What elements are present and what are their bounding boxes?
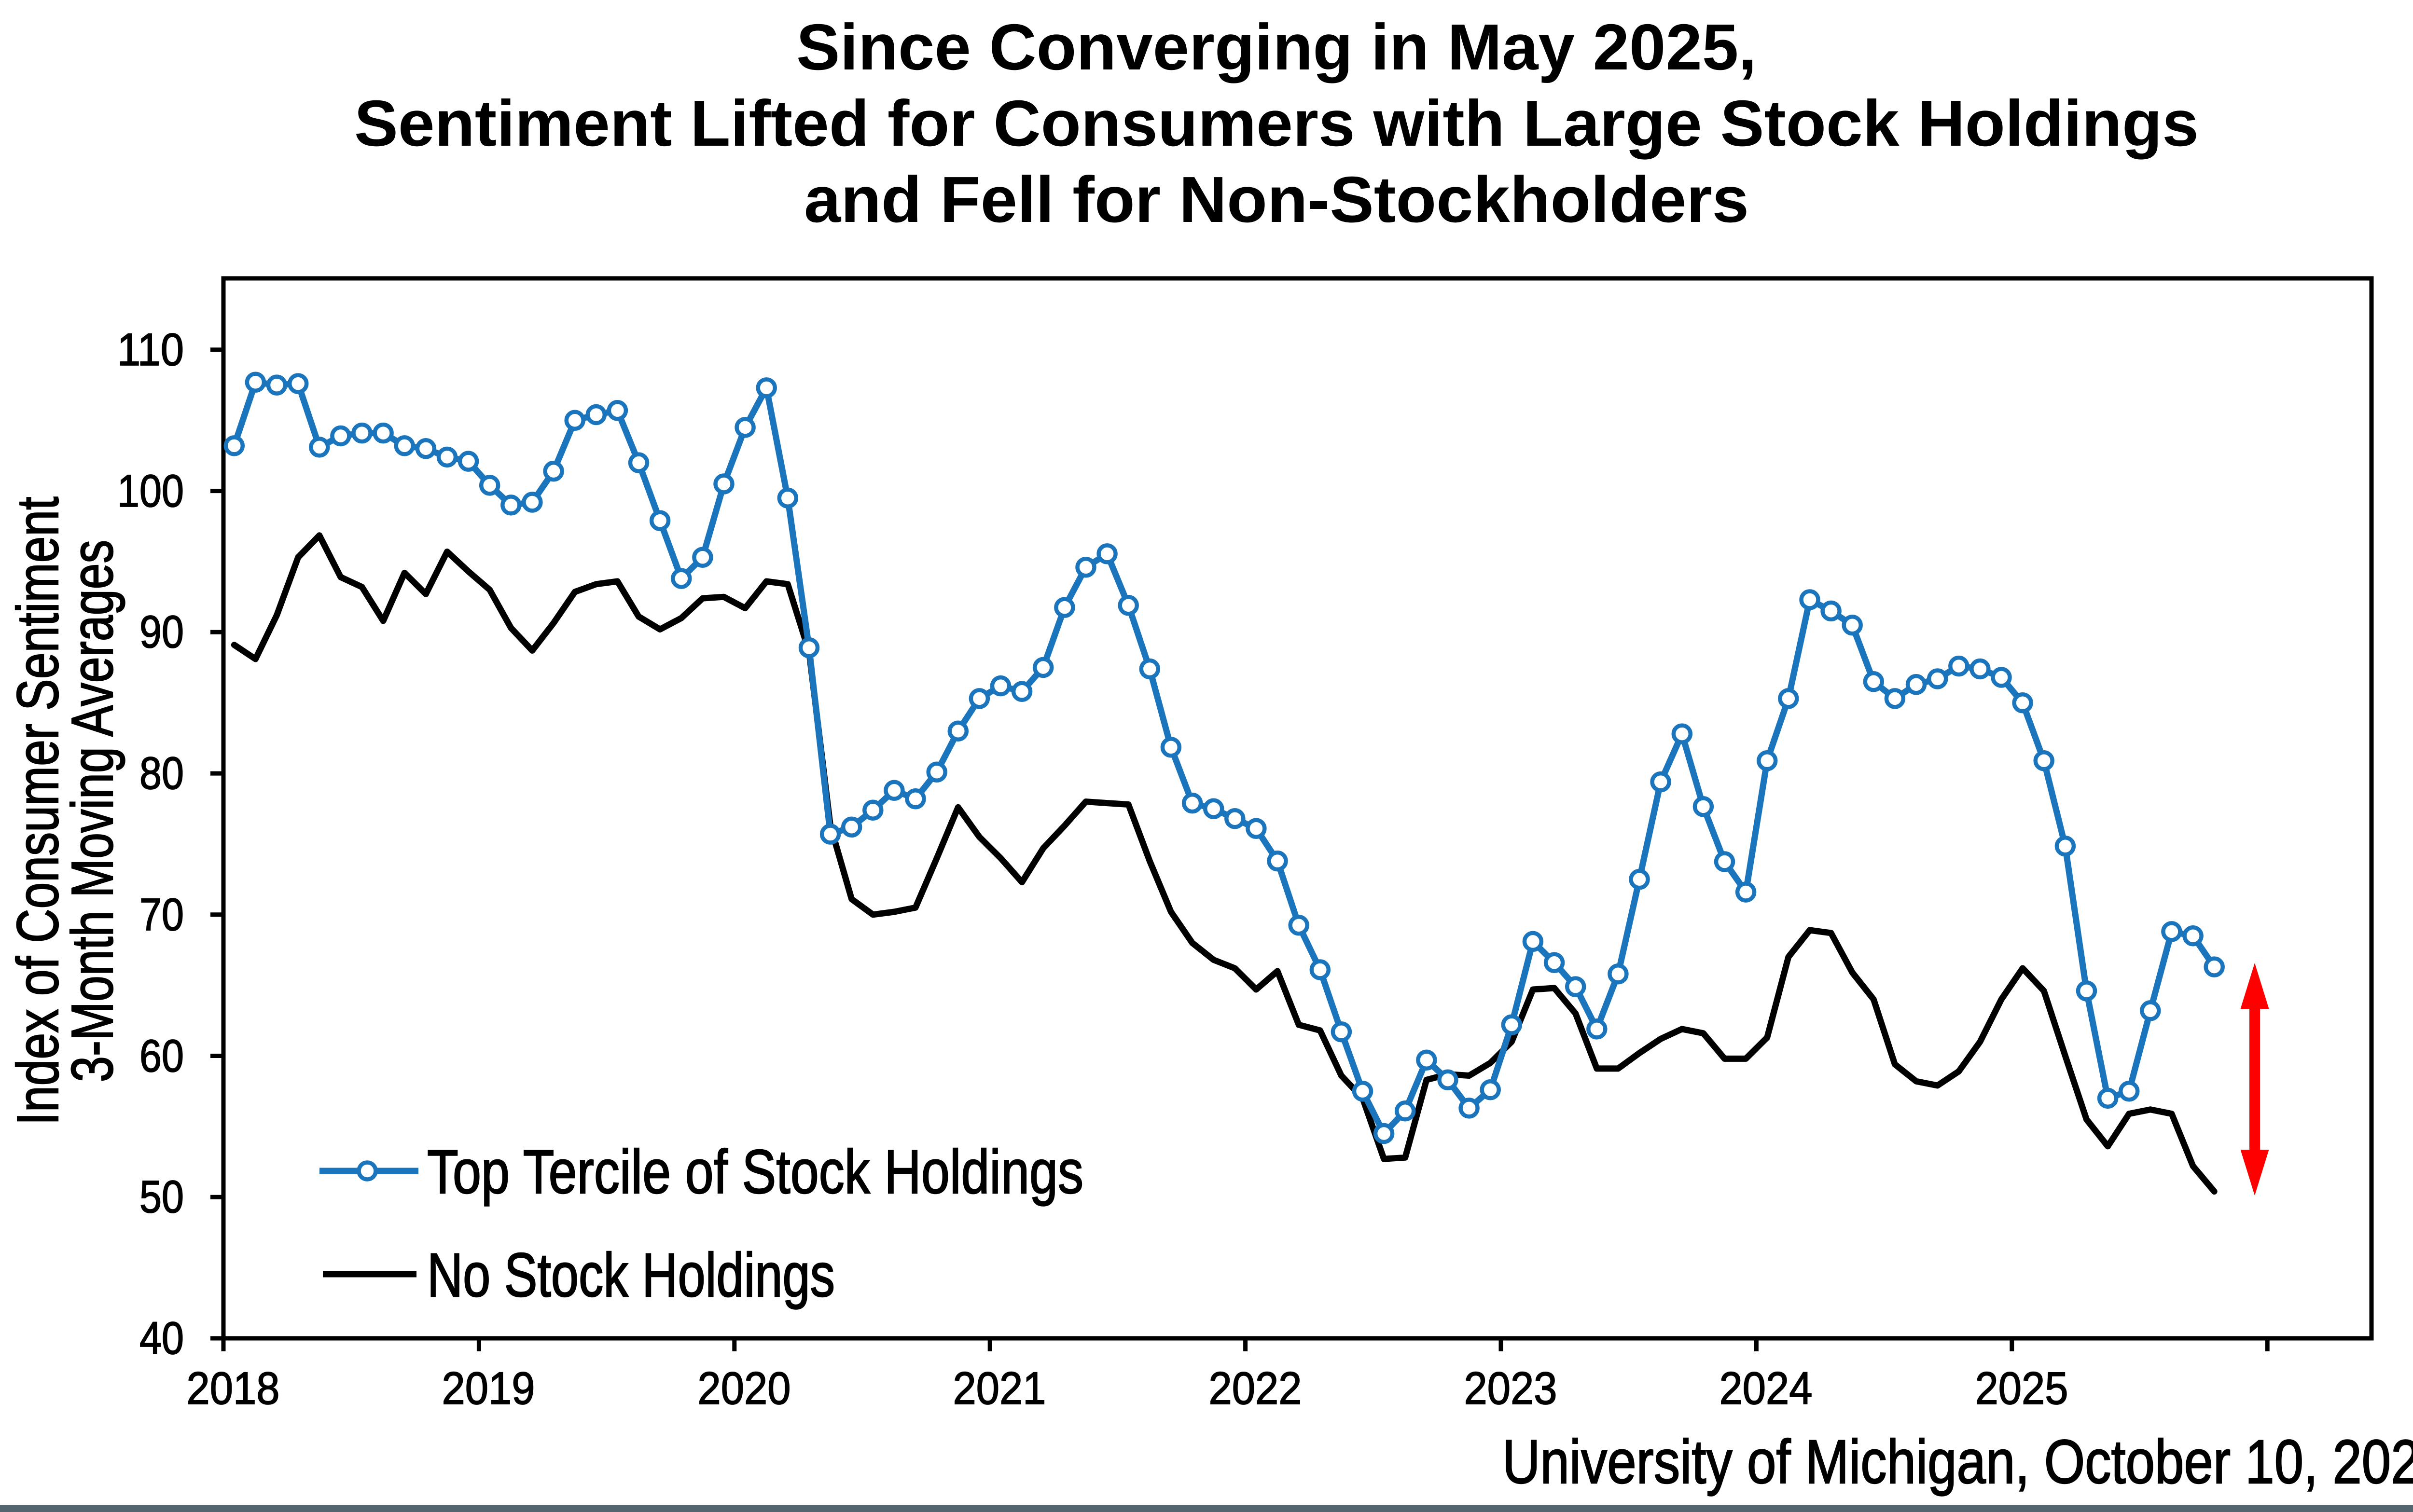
svg-text:No Stock Holdings: No Stock Holdings — [427, 1241, 835, 1310]
svg-text:2021: 2021 — [953, 1363, 1046, 1414]
svg-text:and Fell for Non-Stockholders: and Fell for Non-Stockholders — [804, 163, 1749, 236]
svg-text:110: 110 — [117, 324, 184, 375]
svg-text:2020: 2020 — [698, 1363, 791, 1414]
svg-text:2022: 2022 — [1209, 1363, 1302, 1414]
svg-text:2024: 2024 — [1720, 1363, 1813, 1414]
svg-text:Sentiment Lifted for Consumers: Sentiment Lifted for Consumers with Larg… — [354, 87, 2199, 160]
svg-text:2025: 2025 — [1975, 1363, 2068, 1414]
svg-text:50: 50 — [139, 1171, 184, 1223]
svg-text:60: 60 — [139, 1031, 184, 1082]
svg-text:Index of Consumer Sentiment: Index of Consumer Sentiment — [5, 497, 70, 1126]
svg-text:90: 90 — [139, 606, 184, 658]
svg-text:100: 100 — [117, 466, 184, 517]
svg-text:Top Tercile of Stock Holdings: Top Tercile of Stock Holdings — [427, 1138, 1083, 1207]
svg-text:80: 80 — [139, 748, 184, 799]
svg-text:University of Michigan, Octobe: University of Michigan, October 10, 2025 — [1502, 1428, 2413, 1497]
svg-text:40: 40 — [139, 1313, 184, 1364]
svg-text:3-Month Moving Averages: 3-Month Moving Averages — [59, 540, 125, 1082]
svg-text:2018: 2018 — [187, 1363, 280, 1414]
svg-text:70: 70 — [139, 889, 184, 940]
svg-text:2023: 2023 — [1464, 1363, 1557, 1414]
svg-text:2019: 2019 — [442, 1363, 535, 1414]
svg-text:Since Converging in May 2025,: Since Converging in May 2025, — [796, 11, 1757, 83]
